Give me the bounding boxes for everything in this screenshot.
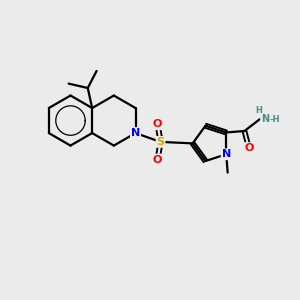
- Text: O: O: [153, 154, 162, 165]
- Text: N: N: [131, 128, 140, 138]
- Text: H: H: [255, 106, 262, 116]
- Text: N: N: [222, 149, 231, 159]
- Text: O: O: [153, 119, 162, 129]
- Text: N: N: [261, 114, 269, 124]
- Text: S: S: [157, 137, 165, 147]
- Text: O: O: [244, 143, 254, 153]
- Text: -H: -H: [269, 115, 280, 124]
